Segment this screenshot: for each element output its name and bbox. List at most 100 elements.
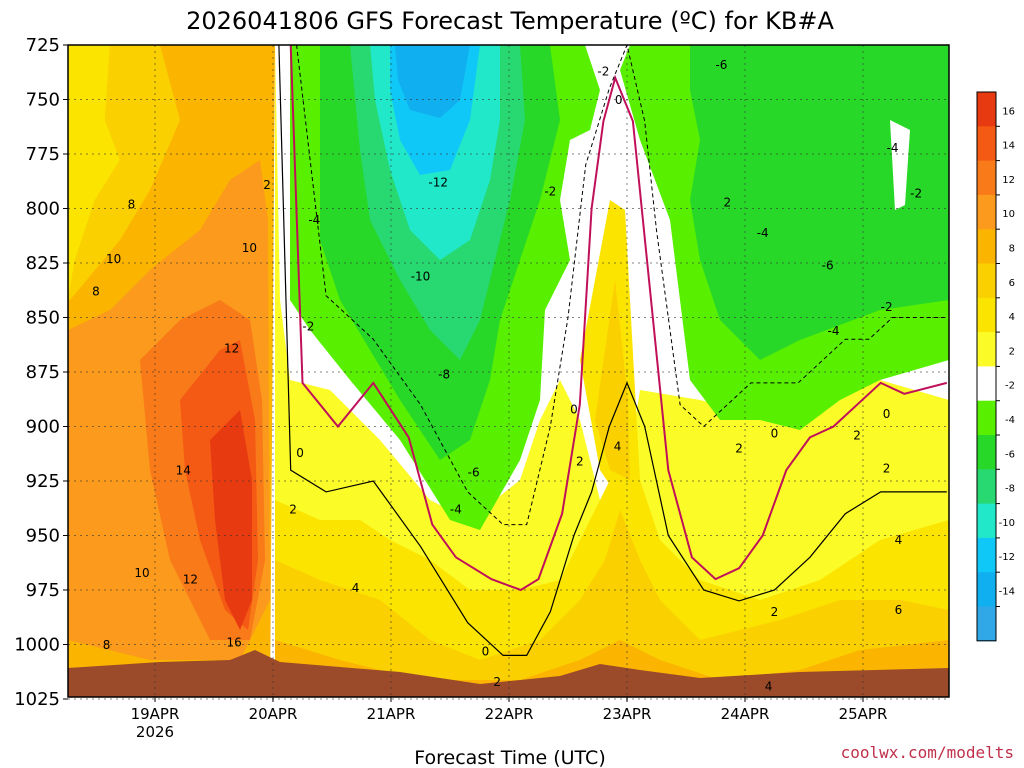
credit-text: coolwx.com/modelts: [841, 743, 1014, 762]
x-tick-label: 20APR: [249, 705, 298, 723]
title-text: 2026041806 GFS Forecast Temperature (ºC)…: [186, 7, 834, 35]
contour-label: 8: [103, 638, 111, 652]
y-tick-label: 1000: [14, 635, 60, 656]
contour-label: 4: [765, 679, 773, 693]
contour-label: -4: [450, 503, 462, 517]
x-tick-label: 24APR: [721, 705, 770, 723]
isotherm-line: [278, 45, 947, 656]
contour-label: 10: [242, 241, 257, 255]
colorbar-label: -6: [1005, 449, 1015, 460]
colorbar-label: -4: [1005, 415, 1015, 426]
colorbar-swatch: [977, 606, 996, 642]
plot-area: [68, 45, 949, 697]
colorbar: 16 14 12 10 8 6 4 2 -2 -4 -6 -8 -10 -12 -14: [976, 91, 1015, 642]
y-tick-label: 775: [26, 144, 60, 165]
contour-label: -4: [757, 226, 769, 240]
colorbar-label: 8: [1009, 244, 1015, 255]
colorbar-label: 12: [1002, 175, 1015, 186]
contour-label: 2: [735, 442, 743, 456]
isotherm-line: [289, 45, 948, 592]
y-tick-label: 750: [26, 90, 60, 111]
contour-label: 6: [895, 603, 903, 617]
colorbar-swatch: [977, 435, 996, 470]
contour-label: 0: [615, 93, 623, 107]
contour-label: -2: [302, 320, 314, 334]
x-tick-label: 22APR: [485, 705, 534, 723]
contour-label: -4: [887, 141, 899, 155]
contour-label: 2: [458, 716, 466, 730]
y-tick-label: 825: [26, 253, 60, 274]
colorbar-swatch: [977, 229, 996, 264]
contour-label: -4: [828, 324, 840, 338]
colorbar-label: -14: [999, 587, 1015, 598]
colorbar-label: 4: [1009, 312, 1015, 323]
contour-label: 2: [883, 461, 891, 475]
colorbar-label: -10: [999, 518, 1015, 529]
contour-label: 4: [895, 533, 903, 547]
y-tick-label: 975: [26, 580, 60, 601]
contour-label: 16: [226, 636, 241, 650]
chart-title: 2026041806 GFS Forecast Temperature (ºC)…: [186, 7, 834, 35]
contour-label: -6: [468, 466, 480, 480]
colorbar-swatch: [977, 469, 996, 505]
contour-label: 2: [771, 605, 779, 619]
y-tick-label: 1025: [14, 689, 60, 710]
band-minus14: [395, 45, 470, 118]
contour-label: 4: [352, 581, 360, 595]
ground-surface: [68, 650, 949, 697]
x-tick-sublabel: 2026: [136, 723, 174, 741]
contour-label: 0: [883, 407, 891, 421]
contour-label: -12: [428, 176, 448, 190]
contour-label: 2: [853, 429, 861, 443]
contour-label: -10: [411, 269, 431, 283]
colorbar-label: 6: [1009, 278, 1015, 289]
x-tick-label: 21APR: [367, 705, 416, 723]
y-axis: 725 750 775 800 825 850 875 900 925 950 975 1000 102…: [14, 35, 68, 710]
contour-label: 12: [224, 341, 239, 355]
band-plus6: [275, 510, 949, 697]
warm-band-6: [68, 45, 180, 300]
contour-label: 14: [176, 464, 191, 478]
colorbar-swatch: [977, 332, 996, 367]
y-tick-label: 900: [26, 417, 60, 438]
colorbar-label: 14: [1002, 141, 1015, 152]
colorbar-swatch: [977, 537, 996, 573]
colorbar-label: -8: [1005, 484, 1015, 495]
contour-label: 2: [493, 675, 501, 689]
contour-label: 4: [614, 440, 622, 454]
colorbar-swatch: [977, 297, 996, 333]
colorbar-label: 10: [1002, 209, 1015, 220]
contour-label: 0: [482, 644, 490, 658]
warm-band-4: [68, 45, 120, 300]
contour-label: 2: [263, 178, 271, 192]
colorbar-swatch: [977, 572, 996, 607]
contour-label: 2: [723, 195, 731, 209]
contour-label: -2: [597, 65, 609, 79]
contour-label: 2: [576, 455, 584, 469]
contour-label: -6: [715, 58, 727, 72]
contour-label: -2: [881, 300, 893, 314]
y-tick-label: 925: [26, 471, 60, 492]
contour-label: 2: [289, 503, 297, 517]
contour-label: 0: [771, 426, 779, 440]
colorbar-label: -2: [1005, 381, 1015, 392]
colorbar-swatch: [977, 160, 996, 196]
x-tick-label: 25APR: [839, 705, 888, 723]
contour-label: 6: [299, 695, 307, 709]
isotherms: [278, 45, 948, 656]
warm-core-16: [210, 410, 252, 630]
colorbar-swatch: [977, 263, 996, 299]
y-tick-label: 950: [26, 526, 60, 547]
colorbar-label: -12: [999, 552, 1015, 563]
contour-label: -2: [910, 187, 922, 201]
warm-intrusion-core: [595, 280, 630, 480]
colorbar-swatch: [977, 400, 996, 436]
contour-label: 10: [106, 252, 121, 266]
contour-label: 0: [296, 446, 304, 460]
x-axis-label: Forecast Time (UTC): [414, 747, 605, 768]
y-tick-label: 850: [26, 308, 60, 329]
warm-pocket-right: [890, 120, 910, 210]
contour-label: -8: [438, 368, 450, 382]
